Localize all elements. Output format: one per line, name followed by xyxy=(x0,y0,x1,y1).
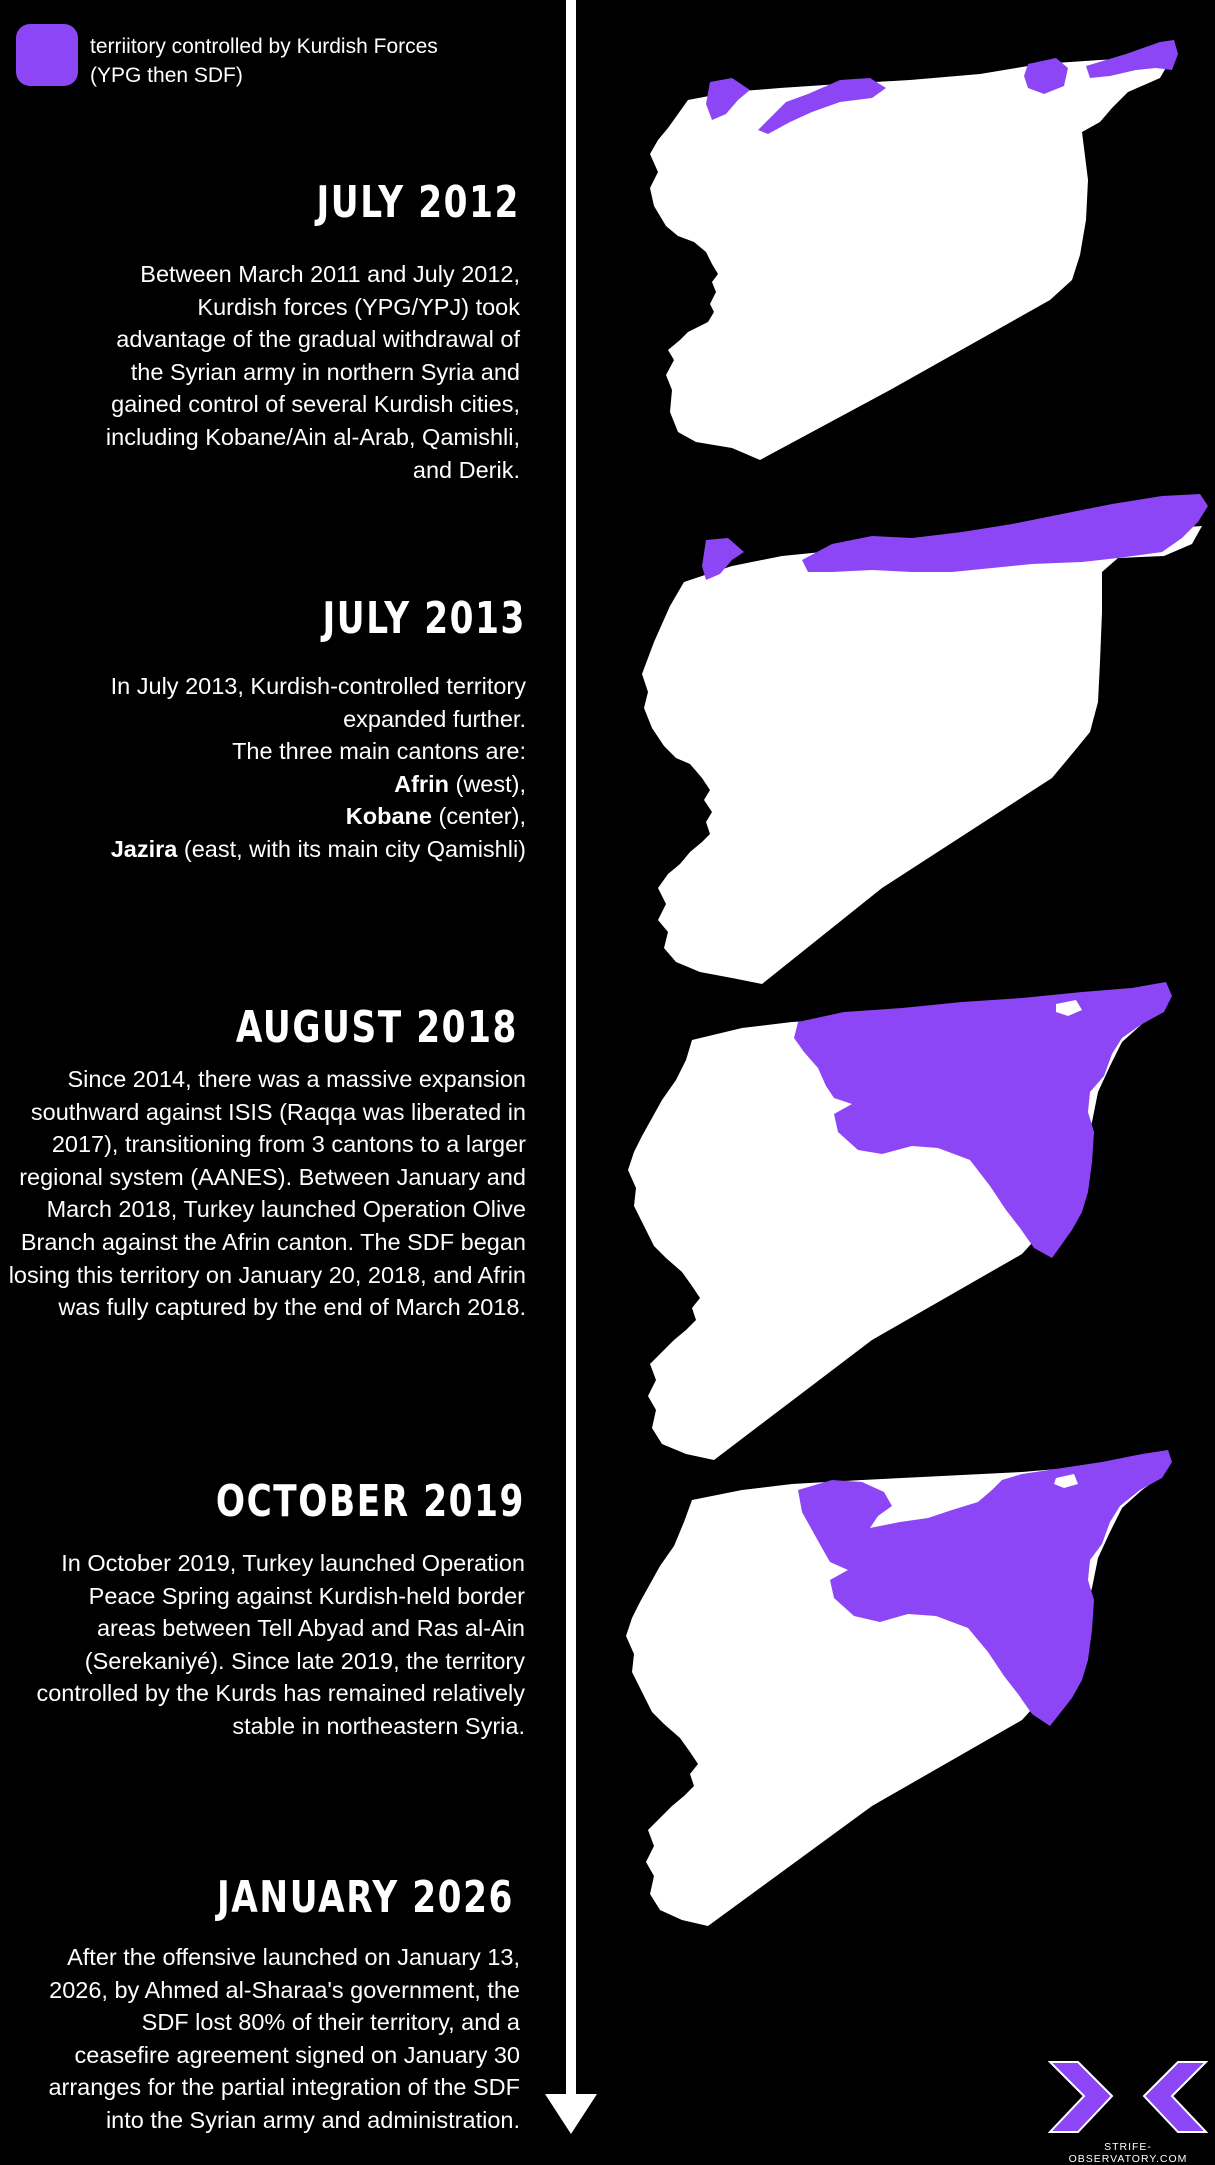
entry-description: After the offensive launched on January … xyxy=(0,1941,520,2137)
canton-name: Kobane xyxy=(345,803,432,830)
legend-label-line2: (YPG then SDF) xyxy=(90,64,243,87)
timeline-entry-july-2013: JULY 2013 In July 2013, Kurdish-controll… xyxy=(0,594,526,866)
entry-line: was fully captured by the end of March 2… xyxy=(58,1294,526,1321)
entry-line: arranges for the partial integration of … xyxy=(48,2074,520,2101)
entry-line: and Derik. xyxy=(412,456,520,483)
entry-title: JULY 2012 xyxy=(316,177,520,228)
entry-line: controlled by the Kurds has remained rel… xyxy=(36,1680,525,1707)
entry-line: After the offensive launched on January … xyxy=(67,1944,520,1970)
canton-name: Jazira xyxy=(110,835,178,862)
legend: terriitory controlled by Kurdish Forces … xyxy=(16,24,510,90)
kurdish-territory-shape xyxy=(702,538,744,580)
entry-description: In October 2019, Turkey launched Operati… xyxy=(0,1547,525,1743)
entry-line: The three main cantons are: xyxy=(232,738,526,765)
syria-enclave-shape xyxy=(1054,1474,1078,1488)
entry-line: gained control of several Kurdish cities… xyxy=(111,391,520,418)
entry-line: Since 2014, there was a massive expansio… xyxy=(67,1066,526,1092)
entry-line: March 2018, Turkey launched Operation Ol… xyxy=(46,1196,526,1223)
timeline-entry-january-2026: JANUARY 2026 After the offensive launche… xyxy=(0,1873,520,2137)
entry-line: In July 2013, Kurdish-controlled territo… xyxy=(110,673,526,699)
kurdish-territory-shape xyxy=(794,982,1172,1258)
entry-line: Kurdish forces (YPG/YPJ) took xyxy=(197,293,520,320)
syria-territory-shape xyxy=(642,526,1202,984)
kurdish-territory-shape xyxy=(706,78,750,120)
timeline-entry-october-2019: OCTOBER 2019 In October 2019, Turkey lau… xyxy=(0,1477,525,1743)
entry-line: In October 2019, Turkey launched Operati… xyxy=(61,1550,525,1576)
entry-line: (Serekaniyé). Since late 2019, the terri… xyxy=(84,1647,525,1674)
legend-label: terriitory controlled by Kurdish Forces … xyxy=(90,32,510,90)
entry-line: areas between Tell Abyad and Ras al-Ain xyxy=(96,1615,525,1642)
entry-line: the Syrian army in northern Syria and xyxy=(130,358,520,385)
entry-line: stable in northeastern Syria. xyxy=(232,1712,525,1739)
entry-line: losing this territory on January 20, 201… xyxy=(8,1261,526,1288)
timeline-entry-august-2018: AUGUST 2018 Since 2014, there was a mass… xyxy=(0,1003,526,1324)
syria-enclave-shape xyxy=(1056,1000,1082,1016)
entry-title: OCTOBER 2019 xyxy=(215,1476,525,1527)
canton-name: Afrin xyxy=(394,770,449,797)
footer-url: STRIFE-OBSERVATORY.COM xyxy=(1068,2141,1188,2165)
timeline-entry-july-2012: JULY 2012 Between March 2011 and July 20… xyxy=(0,178,520,486)
entry-title: JULY 2013 xyxy=(322,593,526,644)
entry-line: ceasefire agreement signed on January 30 xyxy=(74,2041,520,2068)
canton-item: Jazira (east, with its main city Qamishl… xyxy=(0,833,526,866)
entry-line: including Kobane/Ain al-Arab, Qamishli, xyxy=(105,423,520,450)
entry-line: into the Syrian army and administration. xyxy=(105,2106,520,2133)
entry-line: 2017), transitioning from 3 cantons to a… xyxy=(51,1131,526,1158)
entry-description: Between March 2011 and July 2012, Kurdis… xyxy=(0,258,520,486)
canton-desc: (center), xyxy=(431,803,526,830)
entry-line: regional system (AANES). Between January… xyxy=(19,1163,526,1190)
timeline-line xyxy=(566,0,576,2105)
entry-description: Since 2014, there was a massive expansio… xyxy=(0,1063,526,1324)
entry-line: expanded further. xyxy=(343,705,526,732)
strife-observatory-logo-icon xyxy=(1048,2061,1208,2133)
entry-line: Between March 2011 and July 2012, xyxy=(140,261,520,287)
entry-title: AUGUST 2018 xyxy=(235,1002,519,1053)
entry-line: southward against ISIS (Raqqa was libera… xyxy=(30,1098,526,1125)
timeline-arrow-icon xyxy=(545,2088,597,2134)
kurdish-territory-shape xyxy=(758,78,886,134)
entry-title: JANUARY 2026 xyxy=(216,1872,514,1923)
entry-description: In July 2013, Kurdish-controlled territo… xyxy=(0,670,526,866)
canton-desc: (east, with its main city Qamishli) xyxy=(177,835,526,862)
canton-item: Kobane (center), xyxy=(0,800,526,833)
entry-line: 2026, by Ahmed al-Sharaa's government, t… xyxy=(49,1976,520,2003)
canton-desc: (west), xyxy=(448,770,526,797)
entry-line: Peace Spring against Kurdish-held border xyxy=(88,1582,525,1609)
map-july-2012 xyxy=(640,30,1180,510)
map-august-2018 xyxy=(622,982,1182,1462)
kurdish-territory-shape xyxy=(1086,40,1178,78)
legend-swatch xyxy=(16,24,78,86)
map-july-2013 xyxy=(632,492,1212,992)
canton-item: Afrin (west), xyxy=(0,768,526,801)
syria-territory-shape xyxy=(650,52,1175,460)
entry-line: Branch against the Afrin canton. The SDF… xyxy=(20,1228,526,1255)
kurdish-territory-shape xyxy=(802,494,1208,572)
legend-label-line1: terriitory controlled by Kurdish Forces xyxy=(90,35,438,58)
kurdish-territory-shape xyxy=(798,1450,1172,1726)
map-october-2019 xyxy=(622,1450,1182,1930)
entry-line: SDF lost 80% of their territory, and a xyxy=(141,2009,520,2036)
kurdish-territory-shape xyxy=(1024,58,1068,94)
entry-line: advantage of the gradual withdrawal of xyxy=(116,326,520,353)
